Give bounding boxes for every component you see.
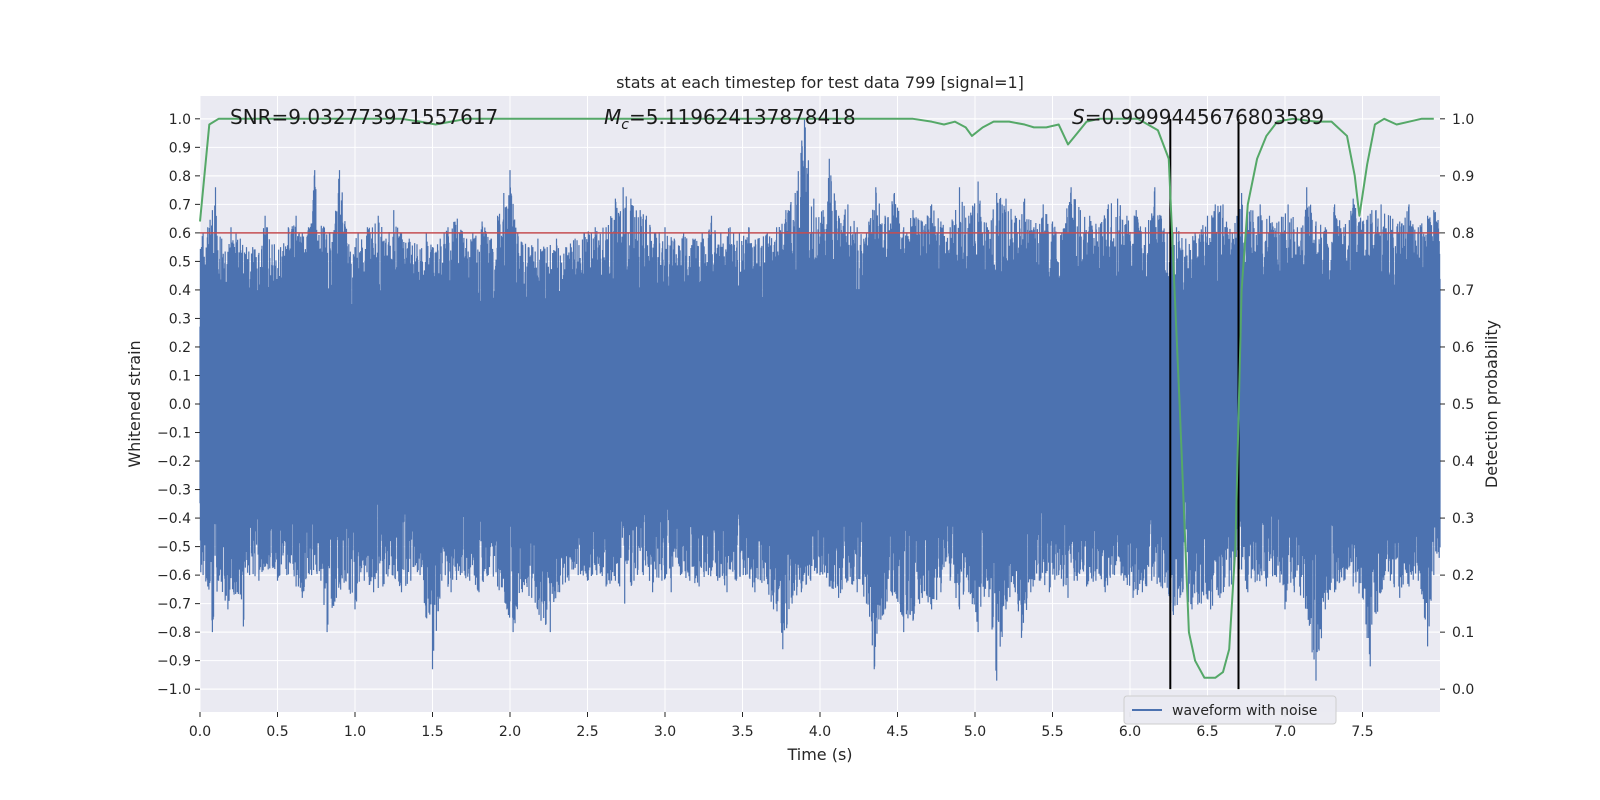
detection-probability-line [199, 117, 1434, 679]
y-tick-label: −1.0 [157, 682, 191, 698]
x-tick-label: 7.0 [1274, 724, 1296, 740]
y-tick-label: 1.0 [169, 112, 191, 128]
waveform-series [199, 118, 1441, 681]
y-tick-label: −0.2 [157, 454, 191, 470]
y-right-axis-label: Detection probability [1482, 320, 1501, 488]
y-tick-label: −0.3 [157, 483, 191, 499]
chirp-mass-symbol: M [604, 105, 621, 129]
y-right-tick-label: 1.0 [1452, 112, 1474, 128]
x-tick-label: 0.0 [189, 724, 211, 740]
x-tick-label: 3.5 [731, 724, 753, 740]
waveform-line [199, 118, 1441, 681]
x-tick-label: 4.0 [809, 724, 831, 740]
y-right-tick-label: 0.3 [1452, 511, 1474, 527]
legend-label-waveform: waveform with noise [1172, 703, 1317, 719]
y-tick-label: −0.5 [157, 540, 191, 556]
x-tick-label: 2.5 [576, 724, 598, 740]
x-tick-label: 4.5 [886, 724, 908, 740]
y-tick-label: 0.6 [169, 226, 191, 242]
axes: 0.0 0.5 1.0 1.5 2.0 2.5 3.0 3.5 4.0 4.5 5.0 5.5 6.0 6… [157, 112, 1474, 740]
x-tick-label: 1.5 [421, 724, 443, 740]
y-right-tick-label: 0.8 [1452, 226, 1474, 242]
y-tick-label: −0.9 [157, 654, 191, 670]
x-tick-label: 5.0 [964, 724, 986, 740]
y-tick-label: 0.1 [169, 368, 191, 384]
x-tick-label: 2.0 [499, 724, 521, 740]
y-tick-label: −0.6 [157, 568, 191, 584]
y-tick-label: 0.2 [169, 340, 191, 356]
y-right-tick-label: 0.6 [1452, 340, 1474, 356]
y-right-tick-label: 0.7 [1452, 283, 1474, 299]
y-tick-label: 0.3 [169, 311, 191, 327]
y-tick-label: 0.0 [169, 397, 191, 413]
x-tick-label: 3.0 [654, 724, 676, 740]
annotation-chirp-mass: Mc=5.119624137878418 [604, 105, 856, 133]
x-tick-label: 1.0 [344, 724, 366, 740]
legend: waveform with noise [1123, 695, 1337, 725]
detection-probability-series [199, 117, 1434, 679]
y-right-tick-label: 0.0 [1452, 682, 1474, 698]
y-right-tick-label: 0.2 [1452, 568, 1474, 584]
x-tick-label: 5.5 [1041, 724, 1063, 740]
y-right-tick-label: 0.9 [1452, 169, 1474, 185]
annotation-s: S=0.9999445676803589 [1072, 105, 1324, 129]
y-tick-label: −0.4 [157, 511, 191, 527]
y-tick-label: −0.8 [157, 625, 191, 641]
y-right-tick-label: 0.1 [1452, 625, 1474, 641]
chirp-mass-value: =5.119624137878418 [629, 105, 856, 129]
s-value: =0.9999445676803589 [1085, 105, 1324, 129]
y-right-tick-label: 0.5 [1452, 397, 1474, 413]
y-tick-label: −0.7 [157, 597, 191, 613]
y-tick-label: 0.8 [169, 169, 191, 185]
chart-title: stats at each timestep for test data 799… [616, 73, 1024, 92]
y-tick-label: 0.5 [169, 254, 191, 270]
y-tick-label: 0.7 [169, 197, 191, 213]
y-right-tick-label: 0.4 [1452, 454, 1474, 470]
x-tick-label: 0.5 [266, 724, 288, 740]
y-tick-label: 0.9 [169, 140, 191, 156]
y-axis-label: Whitened strain [125, 340, 144, 467]
x-tick-label: 6.5 [1196, 724, 1218, 740]
legend-box [1123, 695, 1337, 725]
s-symbol: S [1072, 105, 1085, 129]
annotation-snr: SNR=9.032773971557617 [230, 105, 498, 129]
y-tick-label: −0.1 [157, 426, 191, 442]
x-tick-label: 7.5 [1351, 724, 1373, 740]
y-tick-label: 0.4 [169, 283, 191, 299]
x-tick-label: 6.0 [1119, 724, 1141, 740]
chirp-mass-subscript: c [621, 117, 629, 133]
x-axis-label: Time (s) [786, 745, 852, 764]
